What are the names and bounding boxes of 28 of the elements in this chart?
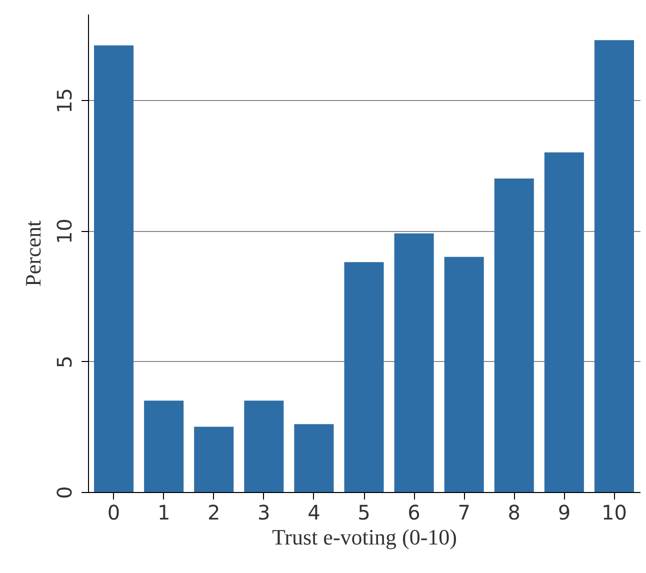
y-tick-label: 10	[52, 218, 76, 244]
bar	[544, 152, 584, 492]
bar	[294, 424, 334, 492]
bar	[194, 426, 234, 492]
y-tick-label: 0	[52, 486, 76, 499]
y-axis-title: Percent	[20, 220, 46, 286]
x-tick-label: 3	[258, 500, 270, 524]
bar	[94, 45, 134, 492]
x-tick-label: 9	[558, 500, 571, 524]
x-tick-label: 10	[602, 500, 627, 524]
x-tick-label: 4	[308, 500, 320, 524]
bar	[594, 40, 634, 492]
x-tick-label: 8	[508, 500, 521, 524]
bar	[494, 178, 534, 492]
x-tick-label: 1	[157, 500, 170, 524]
x-tick-label: 6	[408, 500, 420, 524]
y-tick-label: 15	[52, 88, 76, 114]
x-tick-label: 0	[107, 500, 120, 524]
bar	[444, 256, 484, 492]
bar	[144, 400, 184, 492]
x-tick-label: 5	[358, 500, 370, 524]
bar	[394, 233, 434, 492]
bar	[244, 400, 284, 492]
y-tick-label: 5	[52, 356, 76, 368]
x-axis-title: Trust e-voting (0-10)	[272, 524, 457, 550]
bar	[344, 262, 384, 492]
x-tick-label: 7	[458, 500, 470, 524]
x-tick-label: 2	[207, 500, 220, 524]
